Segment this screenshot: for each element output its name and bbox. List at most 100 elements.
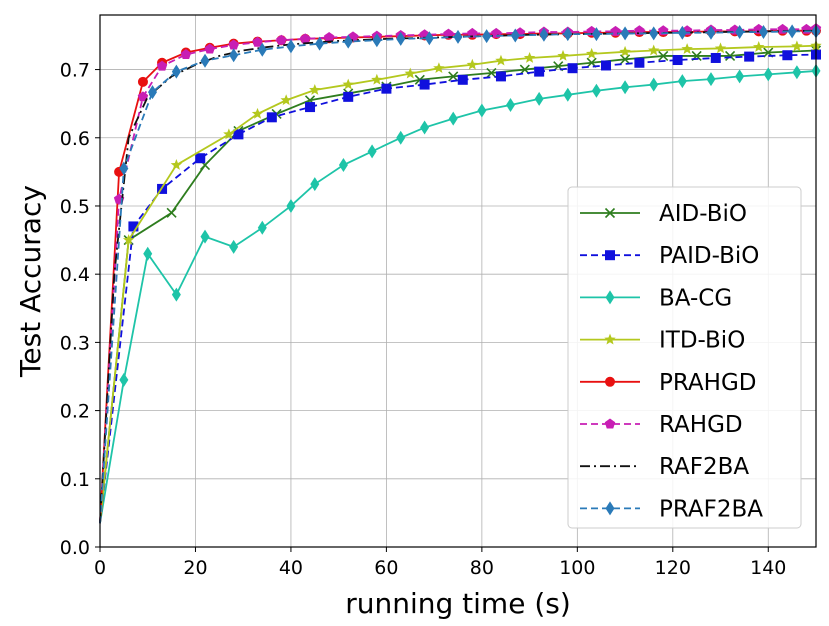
data-point-aid-bio — [486, 67, 497, 79]
data-point-itd-bio — [648, 44, 660, 56]
data-point-ba-cg — [534, 91, 544, 106]
legend-label-aid-bio: AID-BiO — [659, 201, 747, 227]
data-point-praf2ba — [539, 27, 549, 42]
data-point-rahgd — [323, 32, 335, 42]
legend-item-raf2ba: RAF2BA — [580, 454, 749, 480]
x-tick-label: 20 — [183, 557, 207, 579]
data-point-itd-bio — [223, 128, 235, 140]
x-tick-label: 80 — [470, 557, 494, 579]
data-point-ba-cg — [792, 65, 802, 80]
data-point-praf2ba — [257, 42, 267, 57]
data-point-praf2ba — [424, 31, 434, 46]
data-point-praf2ba — [510, 28, 520, 43]
data-point-ba-cg — [119, 372, 129, 387]
y-axis-title: Test Accuracy — [14, 185, 47, 378]
legend-item-prahgd: PRAHGD — [580, 370, 756, 396]
data-point-ba-cg — [338, 158, 348, 173]
legend-marker-aid-bio — [604, 207, 616, 219]
data-point-rahgd — [228, 39, 239, 50]
data-point-praf2ba — [396, 31, 406, 46]
y-tick-label: 0.7 — [60, 60, 90, 82]
legend-item-ba-cg: BA-CG — [580, 285, 732, 311]
x-tick-label: 120 — [655, 557, 691, 579]
data-point-rahgd — [137, 91, 149, 102]
data-point-paid-bio — [495, 71, 506, 82]
data-point-itd-bio — [170, 159, 183, 170]
data-point-ba-cg — [735, 69, 745, 84]
data-point-aid-bio — [448, 71, 459, 82]
data-point-praf2ba — [171, 64, 181, 79]
x-tick-label: 140 — [750, 557, 786, 579]
legend-marker-rahgd — [604, 418, 616, 429]
data-point-itd-bio — [619, 45, 631, 57]
data-point-paid-bio — [744, 51, 755, 62]
data-point-ba-cg — [143, 246, 153, 261]
data-point-praf2ba — [453, 29, 463, 44]
data-point-rahgd — [467, 27, 478, 38]
data-point-paid-bio — [534, 66, 545, 77]
data-point-paid-bio — [233, 129, 244, 140]
legend-marker-itd-bio — [604, 333, 616, 345]
series-itd-bio — [99, 39, 822, 524]
data-point-aid-bio — [166, 207, 177, 218]
legend-item-itd-bio: ITD-BiO — [580, 328, 745, 354]
data-point-ba-cg — [591, 83, 601, 98]
legend-label-prahgd: PRAHGD — [659, 370, 756, 396]
legend-box — [567, 186, 802, 529]
data-point-ba-cg — [448, 111, 458, 126]
data-point-paid-bio — [128, 221, 139, 232]
data-point-praf2ba — [706, 25, 716, 40]
data-point-ba-cg — [396, 130, 406, 145]
data-point-ba-cg — [677, 74, 687, 89]
data-point-itd-bio — [681, 43, 693, 54]
data-point-itd-bio — [791, 40, 803, 52]
data-point-ba-cg — [310, 177, 320, 192]
data-point-ba-cg — [506, 98, 516, 113]
data-point-itd-bio — [280, 94, 292, 106]
plot-series — [99, 23, 822, 524]
data-point-rahgd — [204, 43, 216, 54]
data-point-rahgd — [300, 33, 311, 44]
data-point-ba-cg — [649, 77, 659, 92]
legend-marker-prahgd — [605, 376, 615, 387]
data-point-paid-bio — [419, 79, 430, 90]
data-point-paid-bio — [266, 112, 277, 123]
data-point-paid-bio — [600, 60, 611, 71]
data-point-itd-bio — [523, 51, 536, 63]
data-point-praf2ba — [286, 39, 296, 54]
data-point-itd-bio — [342, 78, 354, 90]
y-tick-label: 0.2 — [60, 401, 90, 423]
data-point-ba-cg — [706, 72, 716, 87]
data-point-ba-cg — [200, 229, 210, 244]
legend-item-paid-bio: PAID-BiO — [580, 243, 759, 269]
data-point-ba-cg — [171, 287, 181, 302]
y-tick-label: 0.3 — [60, 332, 90, 354]
data-point-ba-cg — [367, 144, 377, 159]
data-point-rahgd — [156, 60, 168, 71]
data-point-praf2ba — [677, 25, 687, 40]
x-tick-label: 100 — [559, 557, 595, 579]
data-point-ba-cg — [257, 220, 267, 235]
data-point-praf2ba — [148, 85, 158, 100]
data-point-ba-cg — [286, 198, 296, 213]
x-tick-label: 40 — [279, 557, 303, 579]
data-point-itd-bio — [371, 73, 383, 85]
data-point-itd-bio — [495, 54, 507, 66]
y-tick-label: 0.5 — [60, 196, 90, 218]
y-tick-label: 0.0 — [60, 537, 90, 559]
data-point-paid-bio — [343, 91, 354, 102]
data-point-rahgd — [276, 34, 287, 45]
data-point-praf2ba — [787, 24, 797, 39]
data-point-paid-bio — [305, 102, 316, 113]
data-point-itd-bio — [122, 234, 135, 245]
data-point-itd-bio — [557, 49, 569, 61]
legend-marker-paid-bio — [605, 250, 615, 261]
plot-frame — [99, 14, 817, 548]
legend-item-rahgd: RAHGD — [580, 412, 743, 438]
data-point-praf2ba — [482, 29, 492, 44]
data-point-ba-cg — [763, 67, 773, 82]
data-point-itd-bio — [585, 47, 598, 59]
x-tick-label: 60 — [374, 557, 398, 579]
data-point-paid-bio — [567, 63, 578, 74]
